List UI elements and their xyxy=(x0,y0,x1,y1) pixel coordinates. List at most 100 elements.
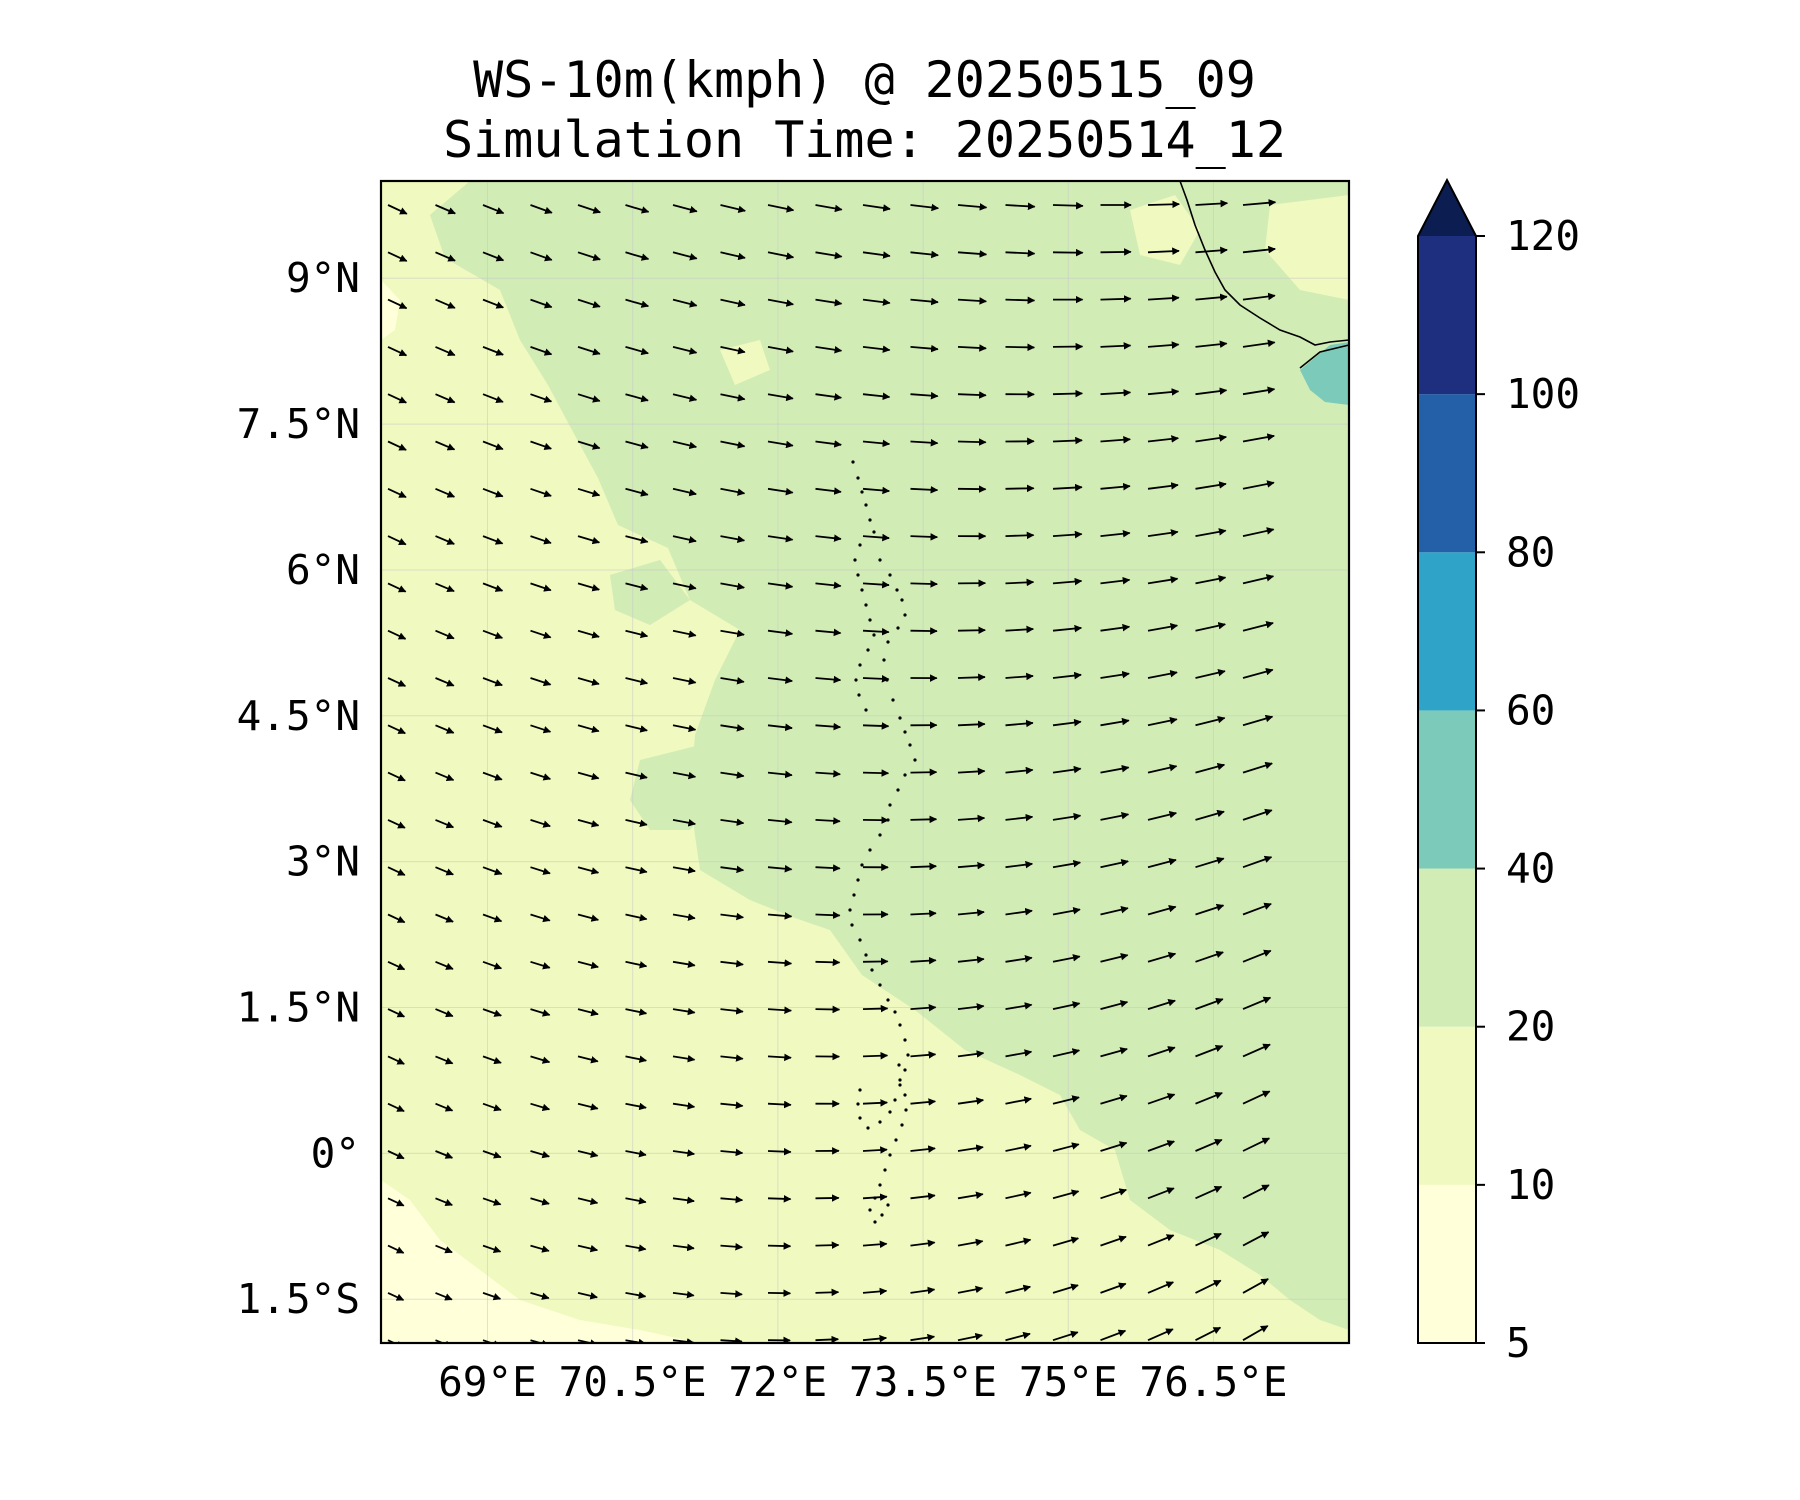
wind-arrow xyxy=(910,1239,936,1248)
wind-arrow xyxy=(1242,1325,1269,1341)
island-dot xyxy=(870,968,874,972)
wind-arrow xyxy=(625,819,648,827)
wind-arrow xyxy=(482,1102,502,1112)
wind-arrow xyxy=(387,1292,405,1301)
wind-arrow xyxy=(1005,1284,1031,1294)
wind-arrow xyxy=(387,960,406,971)
wind-arrow xyxy=(1100,906,1129,916)
wind-arrow xyxy=(862,1193,888,1201)
colorbar-segment xyxy=(1418,710,1476,869)
island-dot xyxy=(882,658,886,662)
wind-arrow xyxy=(862,722,890,730)
wind-arrow xyxy=(767,912,793,920)
latitude-tick-label: 1.5°S xyxy=(237,1275,360,1323)
wind-arrow xyxy=(1195,950,1224,963)
wind-arrow xyxy=(767,770,793,779)
wind-arrow xyxy=(1195,762,1226,774)
wind-arrow xyxy=(577,298,601,309)
wind-arrow xyxy=(1195,575,1227,585)
wind-arrow xyxy=(720,818,745,826)
wind-arrow xyxy=(720,959,744,968)
island-dot xyxy=(878,833,882,837)
wind-arrow xyxy=(387,1244,405,1254)
wind-arrow xyxy=(1195,528,1227,537)
wind-arrow xyxy=(1147,1281,1174,1294)
wind-arrow xyxy=(1147,1234,1175,1247)
wind-arrow xyxy=(625,204,650,214)
island-dot xyxy=(903,1038,907,1042)
wind-arrow xyxy=(672,913,696,921)
wind-arrow xyxy=(577,913,599,922)
island-dot xyxy=(872,633,876,637)
wind-arrow xyxy=(1195,1044,1224,1058)
wind-arrow xyxy=(1100,389,1132,397)
island-dot xyxy=(893,1098,897,1102)
wind-arrow xyxy=(1242,245,1276,254)
wind-arrow xyxy=(625,629,649,639)
wind-arrow xyxy=(577,1102,599,1111)
wind-arrow xyxy=(435,346,456,356)
island-dot xyxy=(873,1220,877,1224)
wind-arrow xyxy=(530,582,552,592)
latitude-tick-label: 0° xyxy=(311,1129,360,1177)
wind-arrow xyxy=(1005,1049,1033,1058)
wind-arrow xyxy=(767,1147,792,1156)
wind-arrow xyxy=(815,1288,840,1297)
wind-arrow xyxy=(1005,1096,1032,1105)
wind-arrow xyxy=(482,960,503,970)
wind-arrow xyxy=(910,297,939,306)
wind-arrow xyxy=(577,204,601,214)
wind-arrow xyxy=(1242,1184,1270,1200)
wind-arrow xyxy=(672,1149,695,1157)
island-dot xyxy=(864,953,868,957)
wind-arrow xyxy=(815,864,841,872)
wind-arrow xyxy=(957,1003,985,1011)
wind-arrow xyxy=(862,1099,888,1107)
island-dot xyxy=(894,1138,898,1142)
island-dot xyxy=(854,678,858,682)
wind-arrow xyxy=(1242,1278,1269,1294)
island-dot xyxy=(858,1088,862,1092)
wind-arrow xyxy=(910,1286,936,1295)
wind-arrow xyxy=(957,1050,985,1058)
wind-arrow xyxy=(957,908,985,917)
colorbar-tick-label: 120 xyxy=(1506,212,1580,260)
wind-arrow xyxy=(387,1102,405,1113)
wind-arrow xyxy=(530,629,552,639)
wind-arrow xyxy=(1100,670,1130,679)
wind-arrow xyxy=(767,346,794,354)
wind-arrow xyxy=(767,1053,792,1062)
wind-arrow xyxy=(482,1292,502,1301)
wind-arrow xyxy=(577,1292,598,1300)
wind-arrow xyxy=(1195,997,1224,1010)
wind-arrow xyxy=(482,440,504,451)
wind-arrow xyxy=(482,913,503,923)
wind-arrow xyxy=(957,626,986,635)
wind-arrow xyxy=(720,298,746,308)
wind-arrow xyxy=(577,440,601,450)
wind-arrow xyxy=(1052,436,1083,445)
island-dot xyxy=(856,878,860,882)
wind-arrow xyxy=(957,250,988,258)
wind-arrow xyxy=(1147,529,1179,537)
wind-arrow xyxy=(720,1054,744,1062)
wind-arrow xyxy=(672,629,697,638)
island-dot xyxy=(886,1203,890,1207)
wind-arrow xyxy=(435,204,456,215)
island-dot xyxy=(903,1068,907,1072)
wind-arrow xyxy=(815,581,842,590)
wind-arrow xyxy=(1242,480,1275,490)
wind-arrow xyxy=(625,346,649,356)
wind-arrow xyxy=(625,960,648,969)
wind-arrow xyxy=(862,1004,889,1013)
colorbar-segment xyxy=(1418,1184,1476,1343)
longitude-tick-label: 69°E xyxy=(438,1358,537,1406)
wind-arrow xyxy=(530,204,553,215)
wind-arrow xyxy=(482,866,503,876)
wind-arrow xyxy=(1052,671,1082,680)
wind-arrow xyxy=(1195,1232,1222,1247)
wind-arrow xyxy=(1195,622,1226,632)
wind-arrow xyxy=(577,1197,599,1206)
wind-arrow xyxy=(815,393,843,401)
island-dot xyxy=(856,573,860,577)
